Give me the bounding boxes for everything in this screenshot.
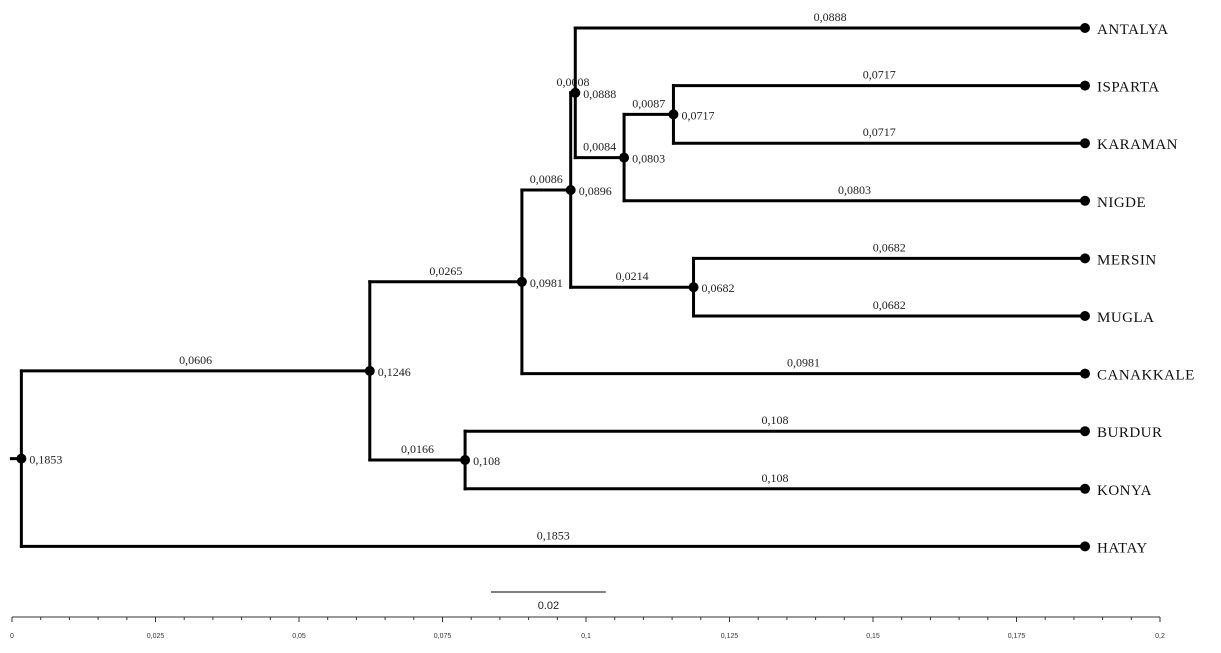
node-height-label: 0,0717 [681, 108, 714, 122]
scale-bar-label: 0.02 [538, 600, 559, 612]
leaf-label-canakkale: CANAKKALE [1097, 368, 1195, 384]
node-height-label: 0,0888 [583, 87, 616, 101]
leaf-label-konya: KONYA [1097, 483, 1152, 499]
leaf-dot [1080, 138, 1090, 149]
axis-tick-label: 0 [10, 633, 14, 640]
leaf-label-burdur: BURDUR [1097, 425, 1163, 441]
axis-tick-label: 0,075 [434, 633, 452, 640]
branch-length-label: 0,0717 [863, 125, 896, 139]
leaf-dot [1080, 483, 1090, 494]
leaf-label-nigde: NIGDE [1097, 195, 1146, 211]
branch-length-label: 0,0981 [787, 356, 820, 370]
branch-length-label: 0,0265 [429, 264, 462, 278]
branch-length-label: 0,0803 [838, 183, 871, 197]
leaf-dot [1080, 195, 1090, 206]
branch-length-label: 0,0606 [179, 353, 212, 367]
axis-tick-label: 0,05 [292, 633, 306, 640]
leaf-dot [1080, 23, 1090, 33]
node-height-label: 0,1853 [29, 453, 62, 467]
leaf-label-karaman: KARAMAN [1097, 137, 1178, 153]
node-dot [619, 152, 630, 163]
branches [9, 23, 1090, 552]
node-height-label: 0,0981 [530, 276, 563, 290]
node-height-label: 0,108 [473, 454, 500, 468]
node-dot [460, 455, 471, 465]
leaf-label-antalya: ANTALYA [1097, 22, 1169, 38]
axis-tick-label: 0,125 [721, 633, 739, 640]
branch-length-label: 0,0214 [616, 269, 649, 283]
leaf-dot [1080, 426, 1090, 437]
leaf-label-hatay: HATAY [1097, 540, 1148, 556]
axis-tick-label: 0,15 [866, 633, 880, 640]
leaf-label-mugla: MUGLA [1097, 310, 1155, 326]
node-height-label: 0,0682 [702, 281, 735, 295]
leaf-dot [1080, 541, 1090, 552]
node-dot [570, 87, 581, 98]
branch-length-label: 0,108 [762, 413, 789, 427]
node-dot [668, 109, 679, 120]
node-height-label: 0,0896 [579, 184, 612, 198]
leaf-dot [1080, 80, 1090, 91]
branch-length-label: 0,108 [762, 471, 789, 485]
branch-length-label: 0,0008 [556, 75, 589, 89]
node-dot [364, 365, 375, 376]
branch-length-label: 0,0717 [863, 68, 896, 82]
branch-length-label: 0,0087 [632, 96, 665, 110]
branch-length-label: 0,0888 [814, 10, 847, 24]
branch-length-label: 0,0682 [873, 298, 906, 312]
leaf-dot [1080, 368, 1090, 379]
leaf-dot [1080, 253, 1090, 264]
branch-length-label: 0,1853 [537, 528, 570, 542]
axis-tick-label: 0,1 [581, 633, 591, 640]
x-axis: 0 0,025 0,05 0,075 0,1 0,125 0,15 0,175 0,2 0.02 [10, 591, 1165, 640]
branch-length-label: 0,0682 [873, 240, 906, 254]
node-height-label: 0,0803 [632, 152, 665, 166]
axis-tick-label: 0,025 [147, 633, 165, 640]
axis-tick-label: 0,175 [1008, 633, 1026, 640]
leaf-label-isparta: ISPARTA [1097, 80, 1160, 96]
branch-length-label: 0,0086 [530, 172, 563, 186]
node-dot [565, 185, 576, 195]
node-dot [516, 276, 527, 287]
leaf-label-mersin: MERSIN [1097, 252, 1157, 268]
labels: 0,06060,02650,00860,00080,0888ANTALYA0,0… [29, 10, 1194, 556]
leaf-dot [1080, 311, 1090, 321]
branch-length-label: 0,0084 [583, 140, 616, 154]
branch-length-label: 0,0166 [401, 442, 434, 456]
node-dot [688, 282, 699, 293]
node-height-label: 0,1246 [378, 365, 411, 379]
axis-tick-label: 0,2 [1155, 633, 1165, 640]
